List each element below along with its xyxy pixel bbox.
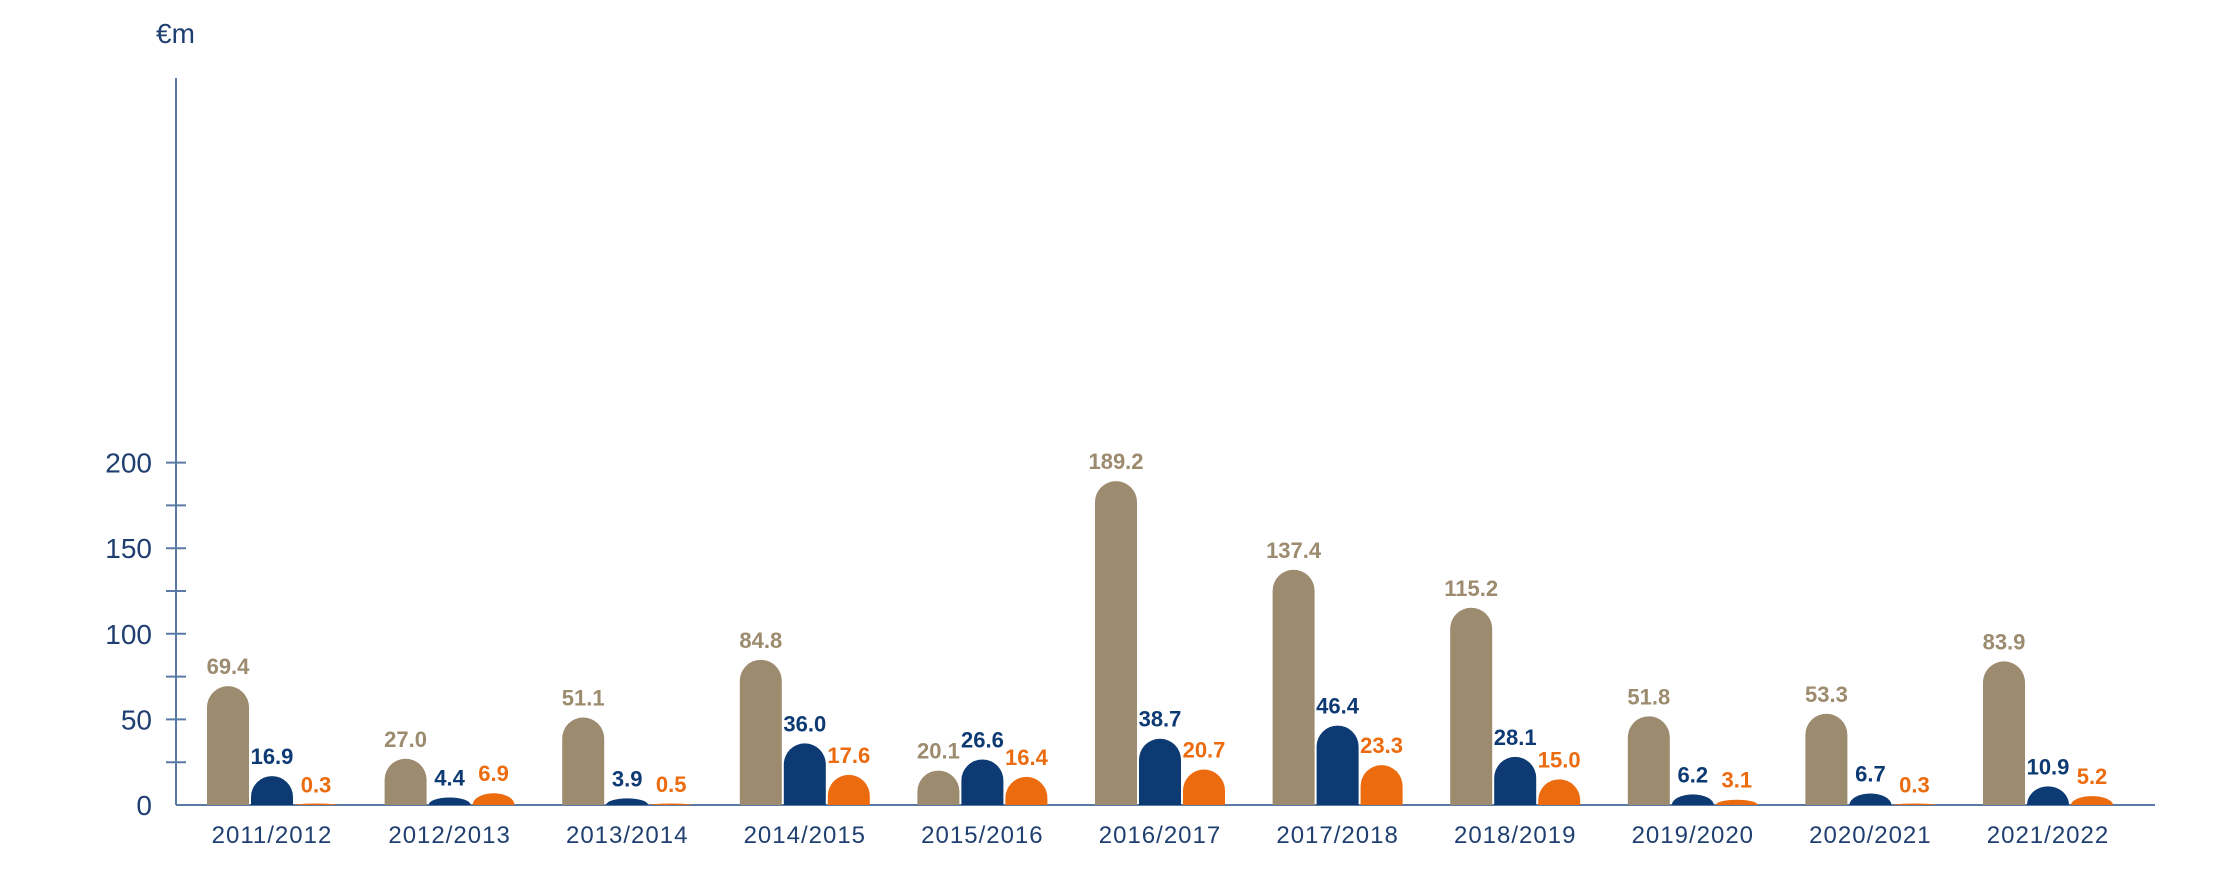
bar [1893,803,1936,805]
data-label: 26.6 [961,727,1004,752]
bars [207,481,2113,805]
data-label: 53.3 [1805,682,1848,707]
bar [472,793,515,805]
x-tick-label: 2012/2013 [388,822,510,849]
data-label: 16.4 [1005,745,1049,770]
data-label: 28.1 [1494,725,1537,750]
data-label: 16.9 [251,744,294,769]
data-label: 15.0 [1538,747,1581,772]
data-label: 189.2 [1088,449,1143,474]
bar [1849,793,1892,805]
data-label: 6.2 [1678,762,1709,787]
bar [1450,607,1493,805]
bar [783,743,826,805]
data-label: 84.8 [739,628,782,653]
x-tick-label: 2017/2018 [1276,822,1398,849]
y-tick-label: 100 [105,619,152,650]
data-label: 0.3 [301,772,332,797]
data-label: 3.1 [1722,768,1753,793]
x-tick-label: 2021/2022 [1987,822,2109,849]
data-label: 23.3 [1360,733,1403,758]
bar [1983,661,2025,805]
bar [606,798,649,805]
data-label: 20.1 [917,739,960,764]
bar [827,774,870,805]
bar [650,803,693,805]
data-label: 17.6 [827,743,870,768]
bar [1671,794,1714,805]
bar [207,686,249,805]
bar [1360,765,1403,805]
bar [1183,769,1225,805]
x-tick-label: 2016/2017 [1099,822,1221,849]
bar [2071,796,2113,805]
bar [428,797,471,805]
data-label: 51.8 [1627,684,1670,709]
bar [1494,756,1537,805]
bar [295,803,337,805]
y-tick-label: 0 [136,790,152,821]
data-label: 10.9 [2027,754,2070,779]
x-tick-label: 2020/2021 [1809,822,1931,849]
data-label: 0.5 [656,772,687,797]
bar [562,717,605,805]
data-label: 38.7 [1139,707,1182,732]
data-label: 69.4 [207,654,251,679]
bar [251,776,293,805]
bar [1715,799,1758,805]
y-tick-label: 200 [105,448,152,479]
data-label: 115.2 [1444,576,1498,601]
bar [1538,779,1581,805]
bar [1139,738,1181,805]
y-unit-label: €m [156,18,195,49]
data-label: 46.4 [1316,694,1360,719]
x-tick-label: 2014/2015 [744,822,866,849]
data-label: 5.2 [2077,764,2108,789]
data-label: 0.3 [1899,772,1930,797]
data-label: 83.9 [1983,629,2026,654]
x-tick-label: 2015/2016 [921,822,1043,849]
bar [1272,569,1315,805]
data-label: 51.1 [562,686,605,711]
data-label: 20.7 [1183,738,1226,763]
bar [739,659,782,805]
bar [917,770,960,805]
bar [1005,776,1048,805]
axes: 0 50 100 150 200 2011/2012 2012/2013 2013/2014 2… [105,78,2155,849]
x-tick-label: 2011/2012 [212,822,333,849]
x-tick-label: 2018/2019 [1454,822,1576,849]
bar [1805,713,1848,805]
bar [961,759,1004,805]
data-label: 6.9 [478,761,509,786]
bar [1316,725,1359,805]
data-label: 6.7 [1855,762,1886,787]
bar [384,758,427,805]
bar [2027,786,2069,805]
data-labels: 69.416.90.327.04.4 6.951.13.9 0.584.836.01… [207,449,2108,797]
data-label: 27.0 [384,727,427,752]
x-tick-label: 2013/2014 [566,822,688,849]
data-label: 3.9 [612,766,643,791]
y-tick-label: 50 [121,704,152,735]
bar [1627,716,1670,805]
data-label: 36.0 [783,711,826,736]
x-tick-label: 2019/2020 [1632,822,1754,849]
y-tick-label: 150 [105,533,152,564]
data-label: 137.4 [1266,538,1322,563]
data-label: 4.4 [434,765,465,790]
bar [1095,481,1137,805]
